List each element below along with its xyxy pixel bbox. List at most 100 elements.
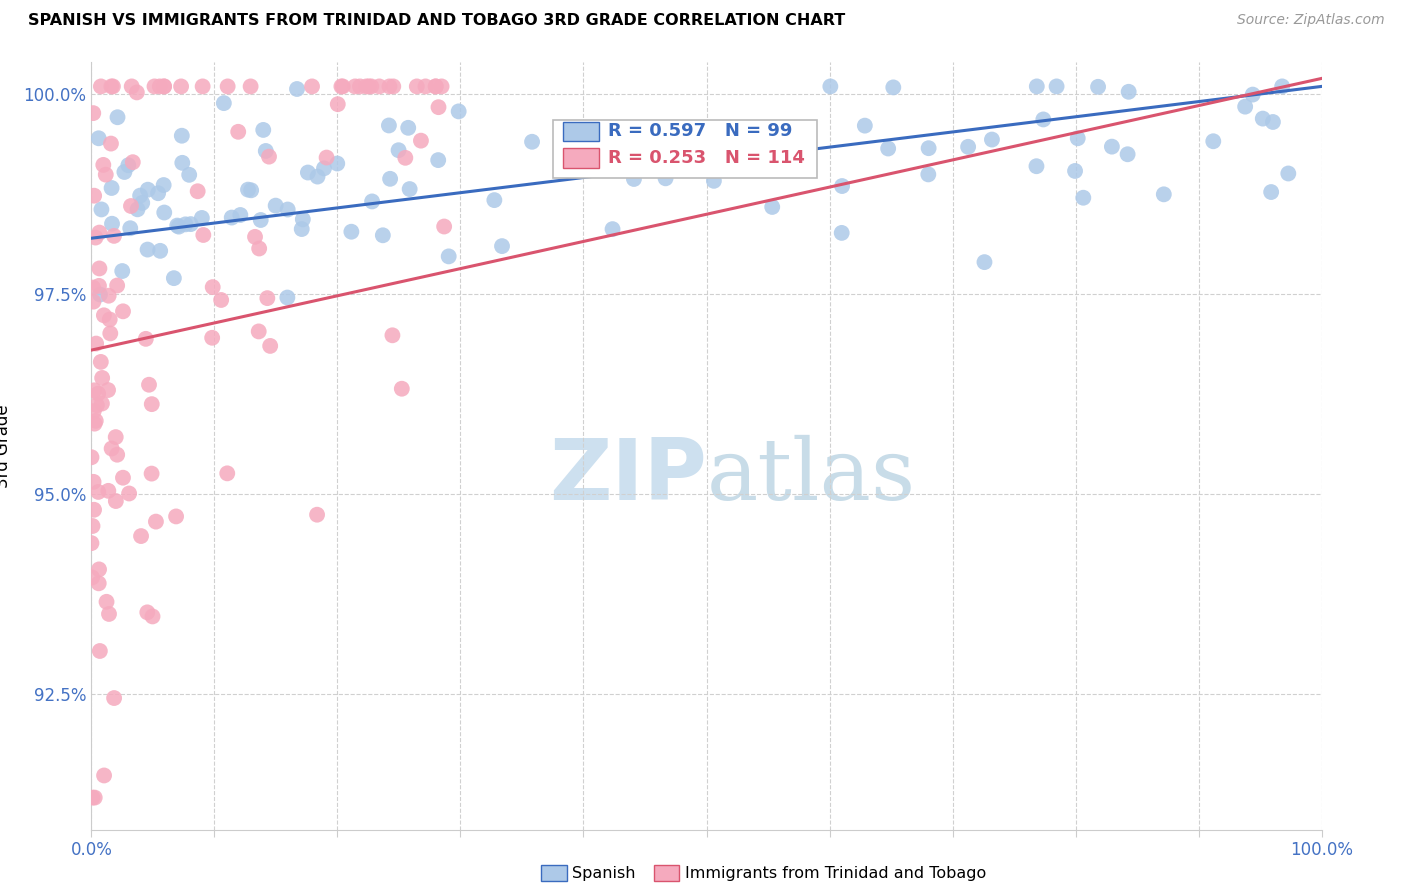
Point [87, 576, 110, 591]
Point [80, 536, 103, 550]
Point [120, 221, 142, 235]
Point [247, 242, 270, 256]
Point [217, 467, 239, 481]
Point [415, 79, 437, 94]
Point [141, 609, 163, 624]
Point [252, 123, 274, 137]
Point [378, 119, 401, 133]
Point [91, 371, 114, 385]
Point [240, 183, 263, 197]
Point [330, 79, 353, 94]
Text: ZIP: ZIP [548, 435, 706, 518]
Point [243, 230, 266, 244]
Point [174, 218, 197, 232]
Point [356, 79, 378, 94]
Point [101, 79, 124, 94]
Point [387, 143, 409, 157]
Point [425, 79, 447, 94]
Point [1271, 79, 1294, 94]
Point [1064, 164, 1087, 178]
Point [100, 442, 122, 456]
Point [285, 82, 308, 96]
Point [396, 120, 419, 135]
Point [87, 131, 110, 145]
Point [368, 79, 391, 94]
Point [84, 336, 107, 351]
Point [98, 326, 121, 341]
Point [409, 134, 432, 148]
Text: R = 0.597   N = 99: R = 0.597 N = 99 [607, 122, 793, 140]
Point [398, 182, 420, 196]
Point [391, 382, 413, 396]
Point [1071, 191, 1094, 205]
Point [83, 790, 105, 805]
Point [229, 208, 252, 222]
Point [405, 79, 427, 94]
Point [131, 195, 153, 210]
Point [98, 312, 121, 326]
Point [249, 213, 271, 227]
Point [193, 227, 215, 242]
Point [1234, 100, 1257, 114]
Point [149, 244, 172, 258]
Point [973, 255, 995, 269]
Point [87, 278, 110, 293]
Point [1251, 112, 1274, 126]
Point [307, 169, 329, 184]
Text: Immigrants from Trinidad and Tobago: Immigrants from Trinidad and Tobago [685, 866, 986, 880]
Point [97, 289, 120, 303]
FancyBboxPatch shape [553, 120, 817, 178]
Point [291, 222, 314, 236]
Point [83, 417, 105, 431]
Point [82, 106, 104, 120]
Point [170, 128, 193, 143]
Point [917, 168, 939, 182]
Point [166, 219, 188, 233]
Point [152, 178, 174, 192]
Point [82, 280, 104, 294]
Point [831, 226, 853, 240]
Point [143, 79, 166, 94]
Point [118, 486, 141, 500]
Point [744, 136, 766, 150]
Point [187, 184, 209, 198]
Point [1025, 79, 1047, 94]
Point [163, 271, 186, 285]
Point [141, 397, 163, 411]
Point [127, 202, 149, 217]
Point [82, 790, 104, 805]
Bar [562, 147, 599, 168]
Point [90, 202, 112, 217]
Point [125, 86, 148, 100]
Point [87, 386, 110, 401]
Point [382, 79, 405, 94]
Point [138, 377, 160, 392]
Point [239, 79, 262, 94]
Point [437, 249, 460, 263]
Point [378, 79, 401, 94]
Point [326, 97, 349, 112]
Point [153, 79, 176, 94]
Point [430, 79, 453, 94]
Point [957, 140, 980, 154]
Point [427, 153, 450, 167]
Point [120, 199, 142, 213]
Point [1241, 87, 1264, 102]
Point [276, 291, 298, 305]
Point [1025, 159, 1047, 173]
Point [371, 228, 394, 243]
Point [167, 219, 190, 234]
Point [98, 607, 121, 621]
Point [340, 225, 363, 239]
Point [332, 79, 354, 94]
Point [259, 339, 281, 353]
Point [172, 156, 194, 170]
Point [520, 135, 543, 149]
Point [201, 280, 224, 294]
Point [146, 186, 169, 201]
Point [1118, 85, 1140, 99]
Point [136, 605, 159, 619]
Point [381, 328, 404, 343]
Point [191, 79, 214, 94]
Point [112, 165, 135, 179]
